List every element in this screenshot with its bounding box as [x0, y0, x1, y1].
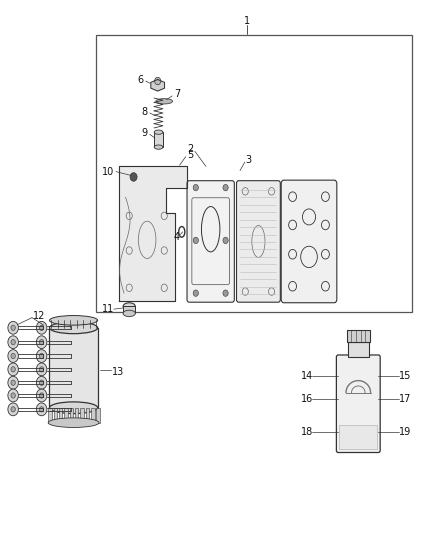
Bar — [75, 408, 78, 423]
Circle shape — [8, 363, 18, 376]
Circle shape — [193, 184, 198, 191]
Bar — [64, 408, 68, 423]
Circle shape — [11, 380, 15, 385]
Circle shape — [36, 350, 47, 362]
Text: 1: 1 — [244, 17, 251, 26]
Circle shape — [8, 336, 18, 349]
Text: 15: 15 — [399, 371, 411, 381]
Circle shape — [11, 407, 15, 412]
Circle shape — [11, 393, 15, 398]
Circle shape — [223, 237, 228, 244]
Ellipse shape — [48, 418, 99, 427]
Bar — [154, 132, 163, 147]
Bar — [347, 330, 370, 342]
Circle shape — [155, 77, 161, 85]
Ellipse shape — [123, 303, 135, 310]
Bar — [70, 408, 73, 423]
Circle shape — [223, 290, 228, 296]
Bar — [48, 408, 52, 423]
Bar — [59, 408, 62, 423]
Circle shape — [11, 353, 15, 359]
Text: 18: 18 — [300, 427, 313, 437]
Circle shape — [39, 353, 44, 359]
Ellipse shape — [49, 402, 98, 414]
Ellipse shape — [154, 145, 163, 149]
Circle shape — [39, 407, 44, 412]
Ellipse shape — [49, 322, 98, 334]
Ellipse shape — [156, 99, 173, 104]
FancyBboxPatch shape — [237, 181, 280, 302]
Polygon shape — [119, 166, 187, 301]
Circle shape — [36, 376, 47, 389]
Text: 11: 11 — [102, 304, 114, 314]
Circle shape — [36, 321, 47, 334]
Circle shape — [8, 389, 18, 402]
Circle shape — [36, 363, 47, 376]
Bar — [49, 328, 98, 408]
Circle shape — [36, 403, 47, 416]
Bar — [86, 408, 89, 423]
Circle shape — [39, 325, 44, 330]
FancyBboxPatch shape — [281, 180, 337, 303]
Text: 14: 14 — [300, 371, 313, 381]
Circle shape — [8, 403, 18, 416]
Text: 9: 9 — [141, 128, 148, 138]
Circle shape — [8, 321, 18, 334]
Bar — [96, 408, 100, 423]
Circle shape — [8, 376, 18, 389]
Circle shape — [36, 336, 47, 349]
FancyBboxPatch shape — [336, 355, 380, 453]
Text: 2: 2 — [187, 144, 194, 154]
Bar — [53, 408, 57, 423]
Text: 12: 12 — [33, 311, 46, 320]
Bar — [80, 408, 84, 423]
Bar — [123, 306, 135, 313]
Circle shape — [11, 340, 15, 345]
Circle shape — [39, 340, 44, 345]
Ellipse shape — [49, 316, 98, 325]
Text: 8: 8 — [141, 107, 148, 117]
Circle shape — [36, 389, 47, 402]
Text: 19: 19 — [399, 427, 411, 437]
Bar — [91, 408, 95, 423]
Circle shape — [11, 367, 15, 372]
Circle shape — [193, 290, 198, 296]
Text: 7: 7 — [174, 90, 180, 99]
Bar — [96, 35, 412, 312]
Text: 4: 4 — [174, 232, 180, 242]
Circle shape — [11, 325, 15, 330]
Text: 13: 13 — [112, 367, 124, 377]
Bar — [348, 342, 369, 357]
Circle shape — [223, 184, 228, 191]
Text: 3: 3 — [246, 155, 252, 165]
Text: 10: 10 — [102, 167, 114, 176]
Circle shape — [193, 237, 198, 244]
Circle shape — [130, 173, 137, 181]
Ellipse shape — [154, 130, 163, 134]
Text: 16: 16 — [300, 394, 313, 404]
Circle shape — [39, 380, 44, 385]
Text: 6: 6 — [137, 75, 143, 85]
Bar — [339, 425, 377, 449]
Ellipse shape — [123, 310, 135, 317]
Text: 5: 5 — [187, 150, 194, 159]
FancyBboxPatch shape — [187, 181, 234, 302]
Circle shape — [39, 367, 44, 372]
Circle shape — [39, 393, 44, 398]
Circle shape — [8, 350, 18, 362]
Polygon shape — [151, 79, 165, 91]
Text: 17: 17 — [399, 394, 411, 404]
